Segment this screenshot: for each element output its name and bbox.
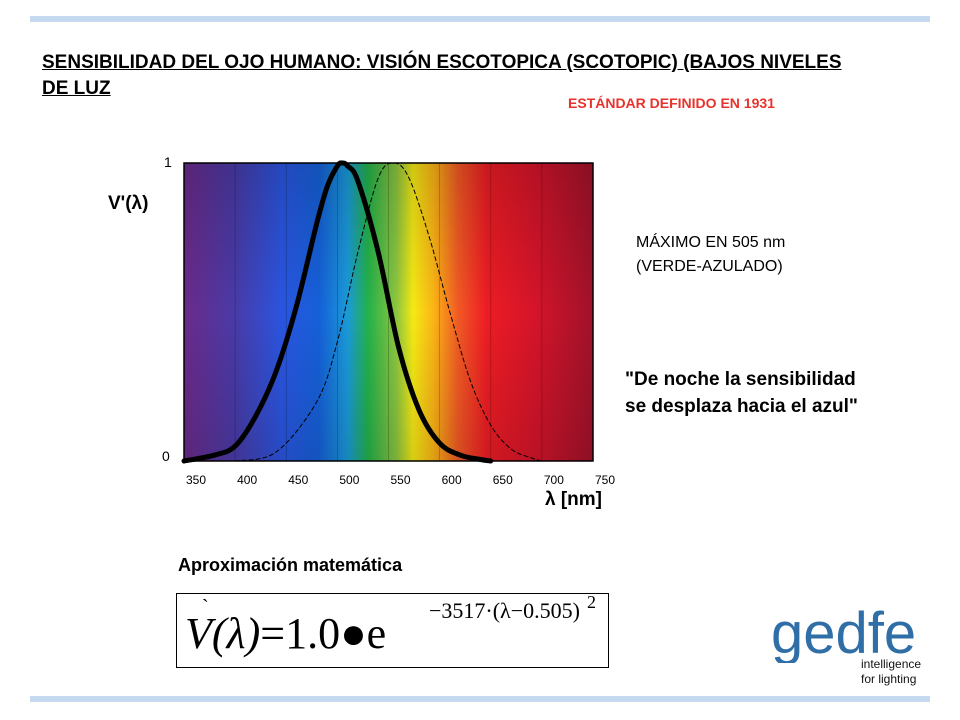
quote-line1: "De noche la sensibilidad [625,369,856,390]
photopic-curve [234,162,543,462]
scotopic-curve [181,160,494,464]
x-tick-350: 350 [186,473,206,487]
formula-exponent: −3517·(λ−0.505) [429,598,580,623]
page-title: SENSIBILIDAD DEL OJO HUMANO: VISIÓN ESCO… [42,52,842,99]
formula-main: V(λ)=1.0●e [185,609,386,659]
peak-note-line1: MÁXIMO EN 505 nm [636,234,786,251]
x-axis-label: λ [nm] [545,489,602,510]
formula-lhs: V(λ) [185,609,261,658]
night-sensitivity-quote: "De noche la sensibilidad se desplaza ha… [625,366,858,420]
y-tick-max: 1 [164,154,172,170]
plot-frame [183,162,594,462]
peak-note-line2: (VERDE-AZULADO) [636,258,783,275]
x-tick-550: 550 [390,473,410,487]
quote-line2: se desplaza hacia el azul" [625,396,858,417]
x-tick-700: 700 [544,473,564,487]
formula-power: 2 [587,592,596,612]
x-tick-600: 600 [442,473,462,487]
logo-tagline: intelligence for lighting [861,657,921,687]
formula-accent: ` [202,596,209,618]
gedfe-logo: gedfe intelligence for lighting [771,601,931,693]
y-tick-min: 0 [162,448,170,464]
logo-tagline-line1: intelligence [861,657,922,671]
peak-note: MÁXIMO EN 505 nm (VERDE-AZULADO) [636,231,785,279]
y-axis-label: V'(λ) [108,193,149,214]
formula-box: ` V(λ)=1.0●e −3517·(λ−0.505) 2 [176,592,609,668]
x-tick-400: 400 [237,473,257,487]
x-tick-500: 500 [339,473,359,487]
logo-tagline-line2: for lighting [861,672,917,686]
top-rule [30,16,930,22]
grid-lines [234,163,543,461]
logo-mark-text: gedfe [771,603,916,663]
x-tick-450: 450 [288,473,308,487]
bottom-rule [30,696,930,702]
approximation-title: Aproximación matemática [178,555,403,575]
standard-note: ESTÁNDAR DEFINIDO EN 1931 [568,95,775,111]
logo-mark: gedfe [771,601,916,666]
x-tick-650: 650 [493,473,513,487]
formula-eq: =1.0●e [260,609,387,658]
x-tick-750: 750 [595,473,615,487]
